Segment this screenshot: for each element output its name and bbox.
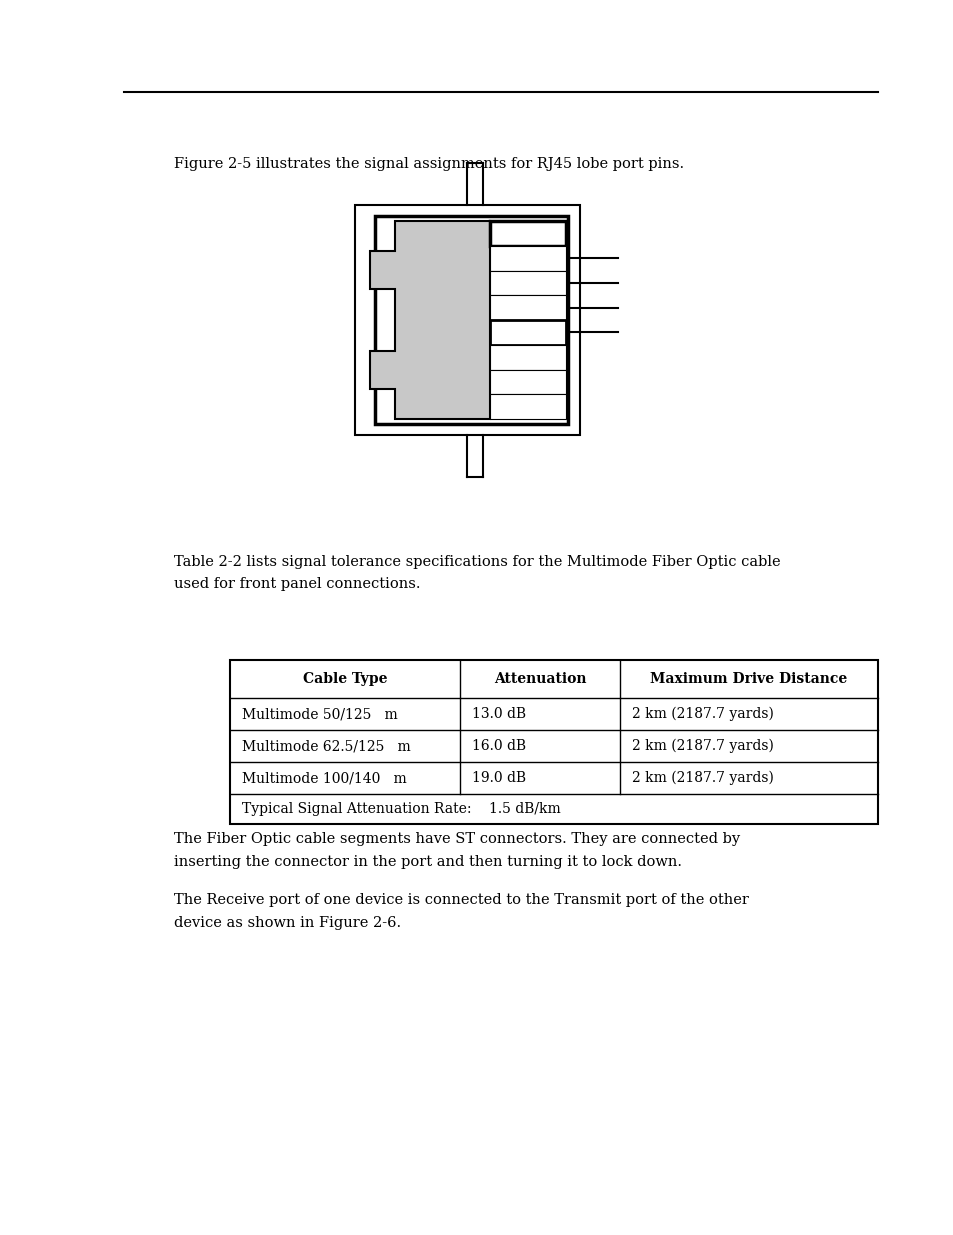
Text: Multimode 50/125   m: Multimode 50/125 m	[242, 706, 397, 721]
Bar	[490, 320, 565, 345]
Text: 16.0 dB: 16.0 dB	[472, 739, 525, 753]
Text: Typical Signal Attenuation Rate:    1.5 dB/km: Typical Signal Attenuation Rate: 1.5 dB/…	[242, 802, 560, 816]
Text: 13.0 dB: 13.0 dB	[472, 706, 525, 721]
Text: used for front panel connections.: used for front panel connections.	[173, 577, 420, 592]
Bar	[490, 369, 565, 394]
Text: Table 2-2 lists signal tolerance specifications for the Multimode Fiber Optic ca: Table 2-2 lists signal tolerance specifi…	[173, 555, 780, 569]
Text: 2 km (2187.7 yards): 2 km (2187.7 yards)	[631, 771, 773, 785]
Bar	[230, 659, 877, 824]
Text: Figure 2-5 illustrates the signal assignments for RJ45 lobe port pins.: Figure 2-5 illustrates the signal assign…	[173, 157, 683, 170]
Bar	[375, 216, 567, 424]
Text: Maximum Drive Distance: Maximum Drive Distance	[650, 672, 846, 685]
Text: Multimode 62.5/125   m: Multimode 62.5/125 m	[242, 739, 411, 753]
Text: inserting the connector in the port and then turning it to lock down.: inserting the connector in the port and …	[173, 855, 681, 869]
Text: Attenuation: Attenuation	[494, 672, 586, 685]
Text: 2 km (2187.7 yards): 2 km (2187.7 yards)	[631, 706, 773, 721]
Bar	[490, 246, 565, 270]
Text: The Receive port of one device is connected to the Transmit port of the other: The Receive port of one device is connec…	[173, 893, 748, 906]
Bar	[490, 221, 565, 246]
Bar	[355, 205, 579, 435]
Text: device as shown in Figure 2-6.: device as shown in Figure 2-6.	[173, 916, 400, 930]
Bar	[490, 345, 565, 369]
Text: Multimode 100/140   m: Multimode 100/140 m	[242, 771, 406, 785]
Text: 2 km (2187.7 yards): 2 km (2187.7 yards)	[631, 739, 773, 753]
Bar	[490, 270, 565, 295]
Polygon shape	[370, 221, 490, 419]
Bar	[490, 394, 565, 419]
Text: The Fiber Optic cable segments have ST connectors. They are connected by: The Fiber Optic cable segments have ST c…	[173, 832, 740, 846]
Text: 19.0 dB: 19.0 dB	[472, 771, 525, 785]
Text: Cable Type: Cable Type	[302, 672, 387, 685]
Bar	[490, 295, 565, 320]
